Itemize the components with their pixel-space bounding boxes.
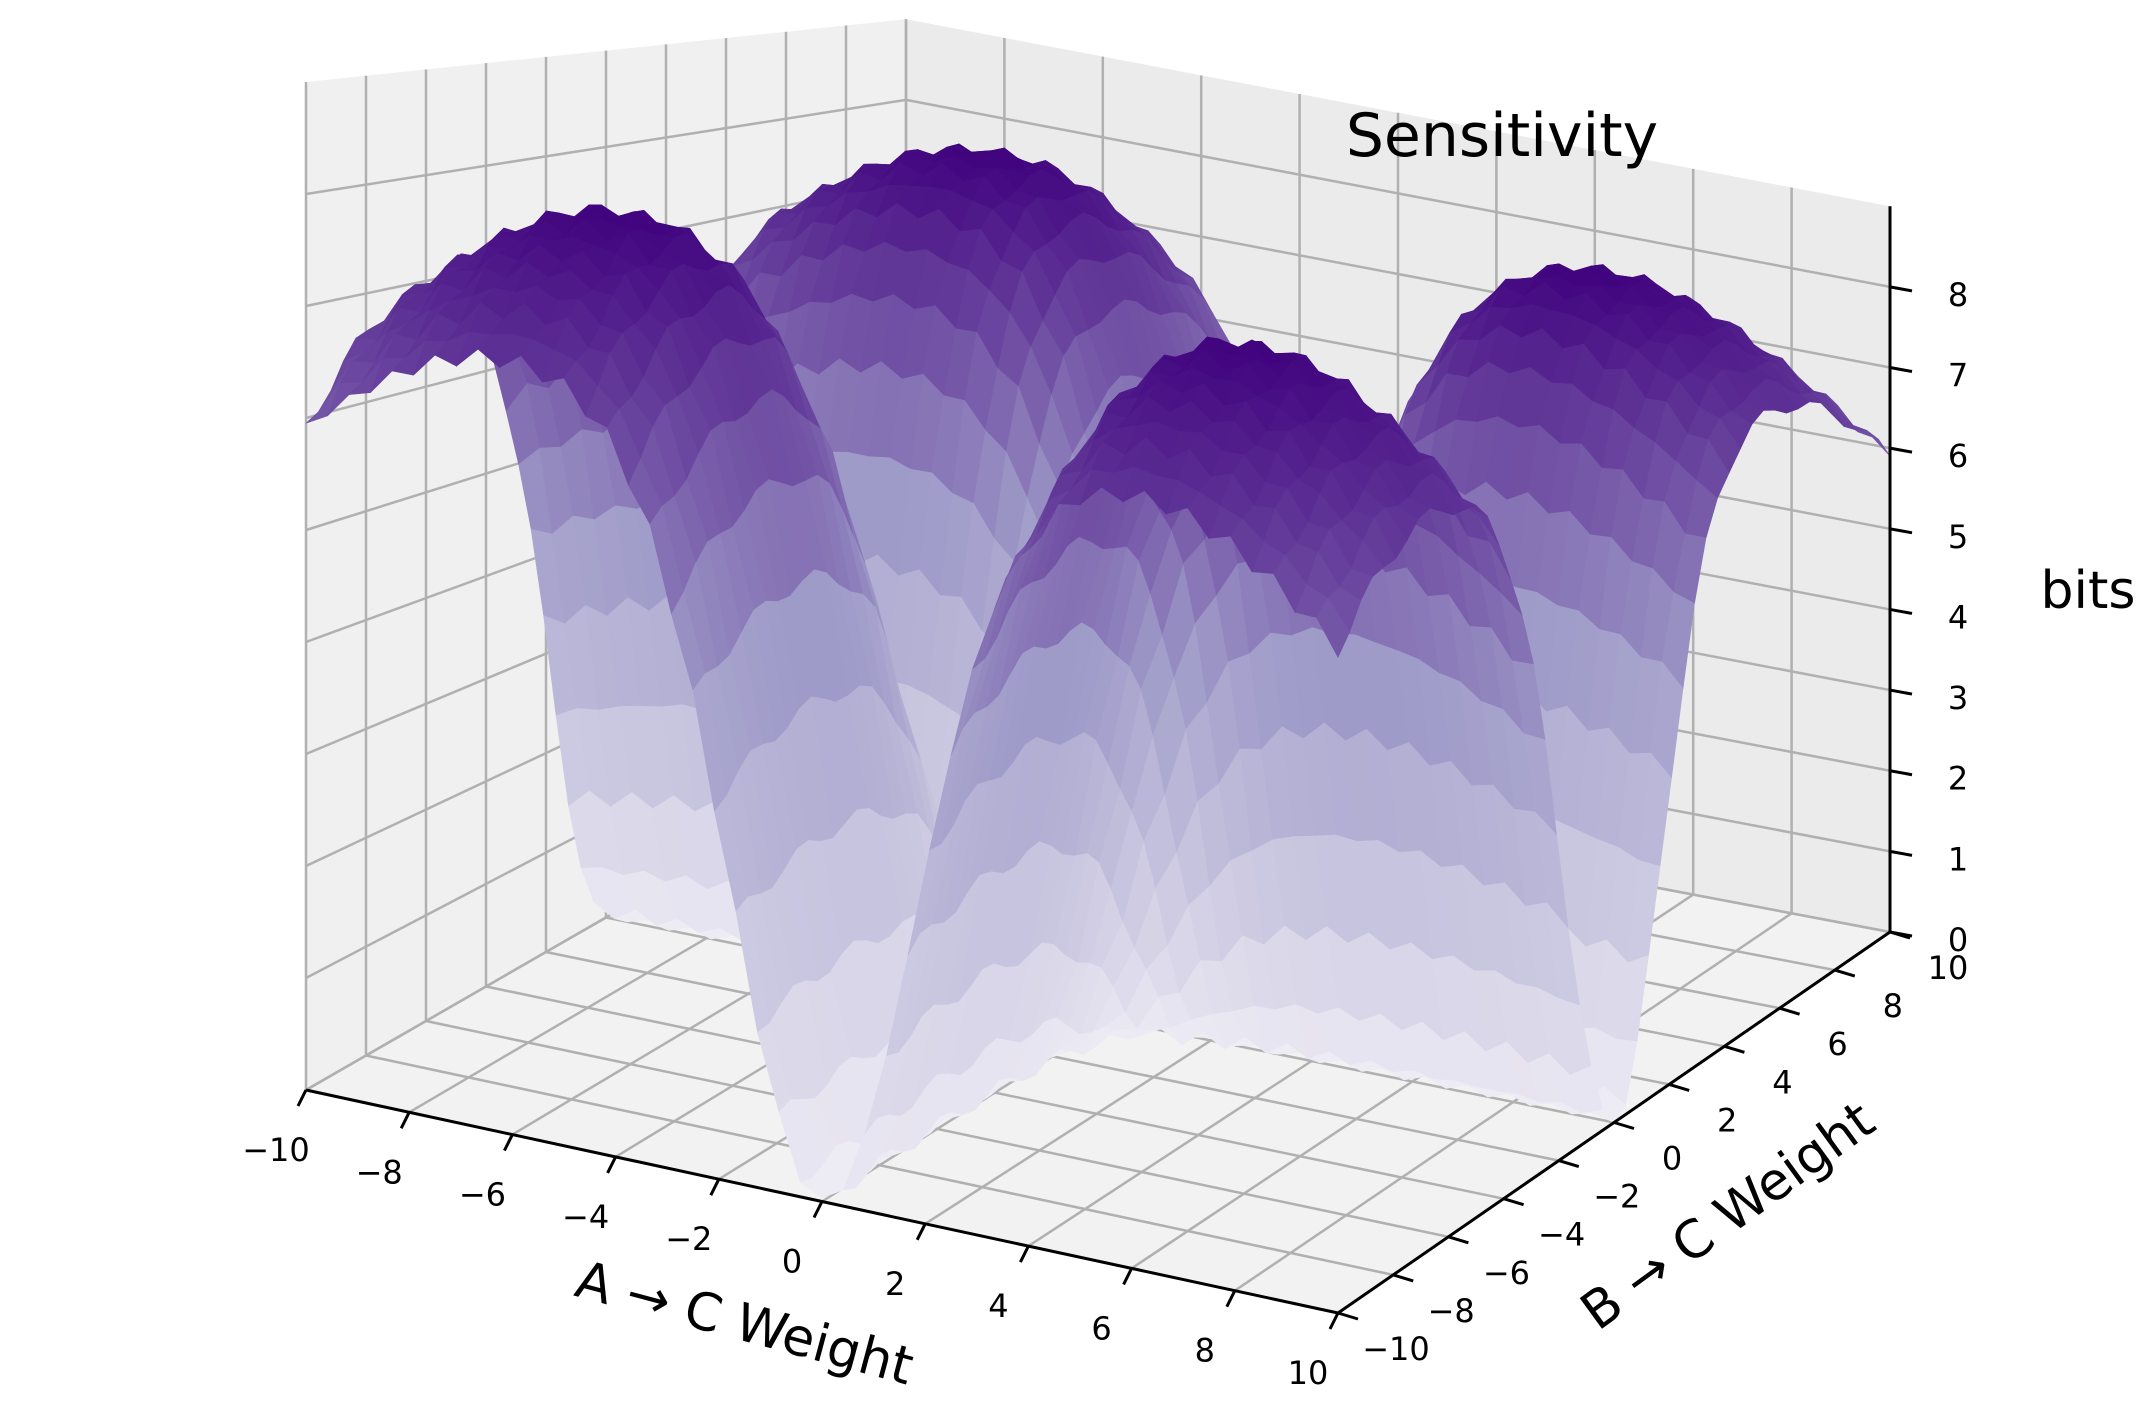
z-tick: [1889, 446, 1913, 454]
z-tick: [1889, 527, 1913, 535]
x-tick: [1225, 1290, 1237, 1308]
y-tick: [1613, 1121, 1635, 1130]
x-tick-label: 6: [1091, 1309, 1111, 1347]
z-tick: [1889, 607, 1913, 615]
x-tick-label: −6: [459, 1176, 506, 1214]
y-tick-label: −6: [1483, 1254, 1530, 1292]
x-tick-label: 0: [782, 1243, 802, 1281]
x-tick: [812, 1200, 824, 1219]
grid-left-z: [305, 98, 907, 196]
y-tick: [1834, 968, 1856, 978]
y-tick: [1447, 1235, 1469, 1245]
axis-lines: [296, 206, 1913, 1330]
x-tick-label: −2: [665, 1220, 712, 1258]
grid-floor-y: [485, 985, 1504, 1200]
z-tick-label: 2: [1948, 760, 1968, 798]
x-tick: [1122, 1267, 1133, 1286]
surface-plot: [305, 143, 1891, 1199]
y-tick-label: 6: [1827, 1025, 1847, 1063]
x-tick-label: −10: [242, 1131, 310, 1169]
x-tick: [296, 1089, 308, 1107]
y-tick: [1337, 1311, 1359, 1321]
z-tick: [1889, 930, 1913, 938]
y-tick: [1723, 1044, 1745, 1054]
z-tick: [1889, 849, 1913, 857]
z-tick-label: 0: [1948, 921, 1968, 959]
z-tick-label: 3: [1948, 679, 1968, 717]
z-tick: [1889, 688, 1913, 696]
x-tick-label: 10: [1288, 1354, 1329, 1392]
z-tick-label: 5: [1948, 518, 1968, 556]
x-tick: [503, 1133, 514, 1152]
surface-patch: [1316, 597, 1350, 658]
y-tick: [1779, 1006, 1801, 1016]
y-tick-label: 8: [1883, 987, 1903, 1025]
z-tick-label: 1: [1948, 840, 1968, 878]
y-tick-label: 10: [1928, 949, 1969, 987]
x-tick-label: 4: [988, 1287, 1008, 1325]
y-tick-label: 4: [1772, 1063, 1792, 1101]
y-tick: [1668, 1082, 1690, 1092]
z-tick-label: 4: [1948, 598, 1968, 636]
y-tick-label: −4: [1538, 1216, 1585, 1254]
z-tick: [1889, 769, 1913, 777]
x-tick-label: −8: [356, 1153, 403, 1191]
z-tick: [1889, 366, 1913, 373]
chart-title: Sensitivity: [1346, 101, 1658, 171]
x-tick: [709, 1178, 721, 1196]
y-tick-label: −10: [1362, 1330, 1430, 1368]
y-tick: [1503, 1197, 1525, 1207]
y-tick: [1392, 1273, 1414, 1283]
x-tick: [1328, 1312, 1340, 1330]
y-tick-label: 2: [1717, 1101, 1737, 1139]
grid-floor-y: [425, 1019, 1449, 1239]
grid-back-z: [905, 98, 1891, 289]
grid-floor-y: [365, 1054, 1394, 1277]
z-axis-label: bits: [2041, 561, 2136, 621]
x-tick-label: −4: [562, 1198, 609, 1236]
tick-labels: −10−8−6−4−20246810−10−8−6−4−202468100123…: [242, 276, 1968, 1392]
x-tick: [1019, 1245, 1030, 1263]
z-tick-label: 7: [1948, 357, 1968, 395]
x-tick-label: 8: [1195, 1332, 1215, 1370]
x-axis-label: A → C Weight: [569, 1250, 919, 1398]
z-tick-label: 8: [1948, 276, 1968, 314]
x-tick: [915, 1223, 927, 1241]
y-tick-label: −8: [1428, 1292, 1475, 1330]
z-tick: [1889, 285, 1913, 293]
y-tick-label: 0: [1662, 1140, 1682, 1178]
y-tick-label: −2: [1593, 1178, 1640, 1216]
y-tick: [1558, 1159, 1580, 1169]
x-tick: [606, 1156, 617, 1174]
x-tick-label: 2: [885, 1265, 905, 1303]
z-tick-label: 6: [1948, 437, 1968, 475]
x-tick: [399, 1111, 411, 1129]
